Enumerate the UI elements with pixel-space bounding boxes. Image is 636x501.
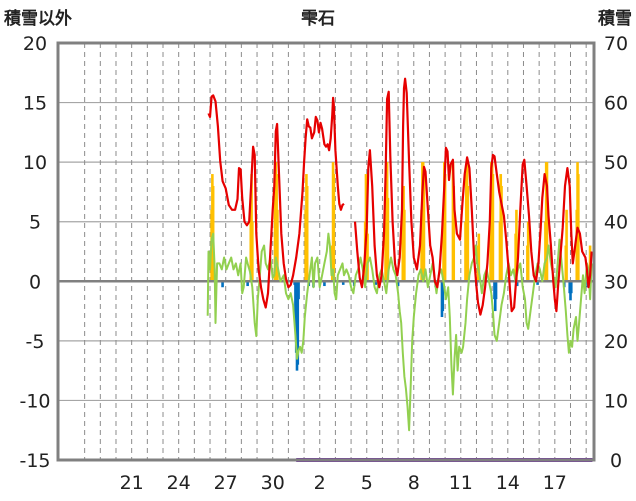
x-tick-label: 14 [496,472,520,494]
chart-title: 雫石 [301,9,335,29]
precip-negative-bar [569,281,573,294]
x-tick-label: 21 [120,472,144,494]
left-tick-label: 10 [23,152,47,174]
left-tick-label: -10 [19,390,50,412]
precip-negative-bar [441,281,445,312]
precip-positive-bar [366,233,369,282]
x-tick-label: 24 [167,472,191,494]
right-axis-label: 積雪 [598,8,632,29]
precip-negative-bar [296,281,300,365]
precip-positive-bar [422,174,426,282]
precip-positive-bar [545,162,549,282]
precip-negative-bar [341,281,345,285]
right-tick-label: 10 [604,390,628,412]
precip-negative-bar [221,281,224,288]
plot-frame [56,41,596,462]
precip-positive-bar [515,209,518,282]
x-tick-label: 5 [361,472,373,494]
x-tick-label: 2 [314,472,326,494]
right-tick-label: 0 [610,450,622,472]
precip-positive-bar [332,174,336,282]
precip-positive-bar [276,209,279,282]
precip-negative-bar [536,281,539,285]
precip-positive-bar [500,185,503,282]
temperature-line [207,94,345,309]
precip-negative-bar [515,281,519,287]
right-tick-label: 60 [604,93,628,115]
precip-negative-bar [297,281,300,300]
series-lines [206,77,593,462]
precip-positive-bar [305,185,309,282]
right-tick-label: 20 [604,331,628,353]
precip-negative-bar [374,281,378,285]
precip-positive-bar [477,233,481,282]
x-tick-label: 27 [214,472,238,494]
precip-negative-bar [323,281,326,287]
precip-positive-bar [565,209,568,282]
precip-positive-bar [403,209,406,282]
left-tick-label: -5 [26,331,45,353]
precip-negative-bar [494,281,498,300]
precip-negative-bar [396,281,400,287]
left-tick-label: -15 [19,450,50,472]
precip-negative-bar [246,281,249,287]
right-tick-label: 40 [604,212,628,234]
x-tick-label: 8 [408,472,420,494]
x-tick-label: 17 [543,472,567,494]
right-tick-label: 30 [604,271,628,293]
left-tick-label: 20 [23,33,47,55]
precip-positive-bar [443,174,447,282]
precip-positive-bar [386,197,390,282]
x-tick-label: 11 [449,472,473,494]
left-axis-ticks: 20 15 10 5 0 -5 -10 -15 [19,33,50,472]
precip-positive-bar [466,185,470,282]
precip-positive-bar [251,221,254,282]
left-axis-label: 積雪以外 [4,8,72,29]
precip-positive-bar [491,174,495,282]
x-axis-ticks: 21 24 27 30 2 5 8 11 14 17 [120,472,567,494]
right-axis-ticks: 70 60 50 40 30 20 10 0 [604,33,628,472]
right-tick-label: 50 [604,152,628,174]
x-tick-label: 30 [261,472,285,494]
left-tick-label: 0 [29,271,41,293]
left-tick-label: 15 [23,93,47,115]
precip-positive-bar [526,221,530,282]
precip-positive-bar [452,185,456,282]
right-tick-label: 70 [604,33,628,55]
left-tick-label: 5 [29,212,41,234]
temperature-line [353,77,593,316]
